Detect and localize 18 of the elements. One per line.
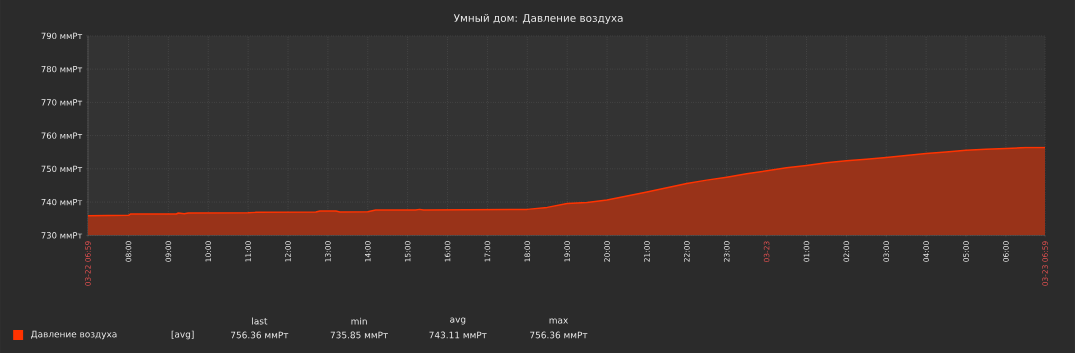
y-tick-label: 730 ммРт	[41, 232, 83, 239]
text: 756.36 ммРт	[231, 331, 289, 339]
y-tick-label: 770 ммРт	[41, 99, 83, 106]
text: 756.36 ммРт	[530, 331, 588, 339]
text: min	[351, 317, 367, 325]
text: max	[549, 318, 568, 324]
legend-label: Давление воздуха	[31, 330, 117, 340]
y-tick-label: 790 ммРт	[41, 32, 83, 40]
y-tick-label: 780 ммРт	[41, 65, 83, 73]
y-tick-label: 740 ммРт	[41, 198, 83, 206]
y-tick-label: 750 ммРт	[41, 165, 83, 173]
text: [avg]	[171, 330, 194, 340]
text: 735.85 ммРт	[330, 331, 388, 339]
y-tick-label: 760 ммРт	[41, 132, 83, 139]
text: last	[252, 317, 268, 325]
text: avg	[450, 317, 466, 325]
chart-title: Умный дом: Давление воздуха	[453, 13, 623, 24]
text: 743.11 ммРт	[429, 331, 487, 339]
